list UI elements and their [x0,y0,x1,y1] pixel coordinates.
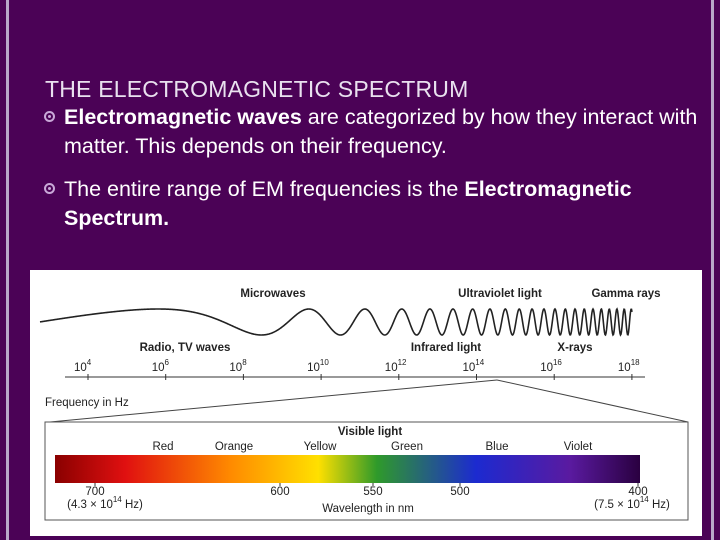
wavelength-note: (7.5 × 1014 Hz) [594,495,670,511]
slide-title: THE ELECTROMAGNETIC SPECTRUM [45,76,469,102]
visible-title: Visible light [338,426,402,438]
wavelength-tick-label: 550 [363,486,382,498]
label-part: 10 [385,362,398,374]
superscript: 14 [113,495,122,504]
color-label: Red [152,441,173,453]
color-label: Violet [564,441,593,453]
label-part: Hz) [649,499,670,511]
label-part: 10 [463,362,476,374]
frequency-tick-label: 1012 [385,358,407,374]
label-part: 10 [74,362,87,374]
wave-label: Radio, TV waves [140,342,231,354]
frequency-tick-label: 1016 [540,358,562,374]
axis-label: Frequency in Hz [45,397,129,409]
label-part: 10 [307,362,320,374]
label-part: (4.3 × 10 [67,499,113,511]
bold-text: Electromagnetic Spectrum. [64,177,632,230]
wavelength-tick-label: 500 [450,486,469,498]
label-part: 10 [229,362,242,374]
superscript: 12 [398,358,407,367]
wave-label: Infrared light [411,342,481,354]
wave [39,307,633,337]
visible-spectrum [55,455,640,483]
superscript: 4 [87,358,92,367]
frequency-tick-label: 1018 [618,358,640,374]
zoom-line [496,379,689,423]
color-label: Blue [485,441,508,453]
superscript: 14 [475,358,484,367]
slide-border [711,0,714,540]
color-label: Orange [215,441,253,453]
wavelength-tick-label: 400 [628,486,647,498]
label-part: 10 [152,362,165,374]
wave-label: Gamma rays [591,288,660,300]
zoom-line [49,379,498,423]
axis-label: Wavelength in nm [322,503,414,515]
bullet-text: are categorized by how they interact wit… [64,105,698,158]
superscript: 10 [320,358,329,367]
wavelength-tick-label: 600 [270,486,289,498]
frequency-tick-label: 1014 [463,358,485,374]
bullet: The entire range of EM frequencies is th… [44,175,704,233]
label-part: (7.5 × 10 [594,499,640,511]
label-part: 10 [540,362,553,374]
frequency-tick-label: 106 [152,358,170,374]
wave-label: X-rays [557,342,592,354]
superscript: 8 [242,358,247,367]
wave-label: Ultraviolet light [458,288,542,300]
frequency-tick-label: 104 [74,358,92,374]
wave-label: Microwaves [240,288,305,300]
bullet-icon [44,183,55,194]
bold-text: Electromagnetic waves [64,105,302,129]
color-label: Yellow [304,441,338,453]
color-label: Green [391,441,423,453]
wavelength-note: (4.3 × 1014 Hz) [67,495,143,511]
frequency-tick-label: 108 [229,358,247,374]
bullet: Electromagnetic waves are categorized by… [44,103,704,161]
slide-border [6,0,9,540]
wavelength-tick-label: 700 [85,486,104,498]
superscript: 14 [640,495,649,504]
superscript: 18 [631,358,640,367]
superscript: 6 [164,358,169,367]
frequency-tick-label: 1010 [307,358,329,374]
label-part: 10 [618,362,631,374]
bullet-icon [44,111,55,122]
superscript: 16 [553,358,562,367]
bullet-text: The entire range of EM frequencies is th… [64,177,465,201]
label-part: Hz) [122,499,143,511]
